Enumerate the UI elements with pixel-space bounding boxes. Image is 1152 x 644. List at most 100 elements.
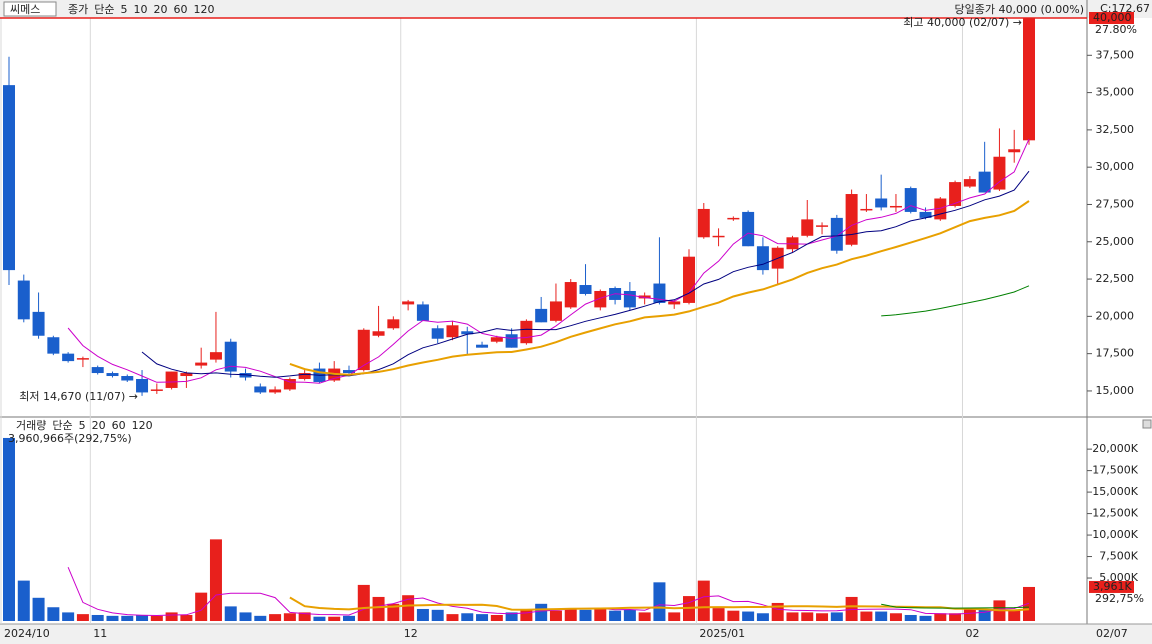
price-badge <box>1089 12 1134 24</box>
volume-bar <box>549 610 562 621</box>
volume-bar <box>742 611 755 621</box>
header-bar <box>0 0 1152 18</box>
candle-body <box>845 194 858 245</box>
volume-bar <box>91 614 104 621</box>
y-tick-label: 7,500K <box>1099 550 1138 563</box>
candle-body <box>993 156 1006 190</box>
legend-entry: 60 <box>174 3 188 16</box>
high-note: 최고 40,000 (02/07) → <box>903 16 1022 29</box>
candle-body <box>490 337 503 342</box>
legend-entry: 20 <box>154 3 168 16</box>
volume-bar <box>224 606 237 621</box>
y-tick-label: 30,000 <box>1096 160 1135 173</box>
x-tick-label: 2025/01 <box>699 627 745 640</box>
candle-body <box>209 352 222 360</box>
candle-body <box>949 182 962 206</box>
y-tick-label: 20,000 <box>1096 309 1135 322</box>
x-tick-label: 11 <box>93 627 107 640</box>
y-tick-label: 15,000 <box>1096 384 1135 397</box>
volume-bar <box>564 608 577 621</box>
moving-average <box>67 138 1030 384</box>
price-badge-label: 40,000 <box>1093 11 1132 24</box>
volume-bar <box>727 610 740 621</box>
candle-body <box>136 379 149 393</box>
volume-bar <box>668 612 681 621</box>
volume-bar <box>845 596 858 621</box>
volume-header <box>0 416 1087 432</box>
panel-button[interactable] <box>1142 419 1152 429</box>
candle-body <box>402 301 415 305</box>
candle-body <box>254 386 267 393</box>
volume-bar <box>283 613 296 621</box>
symbol-tab[interactable] <box>3 1 57 17</box>
volume-bar <box>47 607 60 621</box>
y-tick-label: 17,500K <box>1092 464 1138 477</box>
legend-label: 단순 <box>94 3 114 16</box>
volume-bar <box>298 612 311 621</box>
y-tick-label: 5,000K <box>1099 571 1138 584</box>
candle-body <box>150 389 163 391</box>
candle-body <box>195 362 208 366</box>
y-tick-label: 27,500 <box>1096 197 1135 210</box>
volume-bar <box>239 612 252 621</box>
candle-body <box>372 331 385 336</box>
candle-body <box>919 211 932 218</box>
volume-bar <box>254 615 267 621</box>
legend-entry: 120 <box>132 419 153 432</box>
y-tick-label: 12,500K <box>1092 507 1138 520</box>
x-tick-label: 02 <box>965 627 979 640</box>
volume-bar <box>461 613 474 621</box>
volume-bar <box>609 610 622 621</box>
volume-bar <box>387 603 400 621</box>
volume-bar <box>150 615 163 621</box>
candle-body <box>904 188 917 212</box>
y-tick-label: 22,500 <box>1096 272 1135 285</box>
pct-label: 27.80% <box>1095 23 1137 36</box>
volume-bar <box>180 614 193 621</box>
candle-body <box>357 329 370 371</box>
y-tick-label: 32,500 <box>1096 123 1135 136</box>
candle-body <box>76 358 89 360</box>
legend-entry: 5 <box>79 419 86 432</box>
volume-bar <box>963 608 976 621</box>
candle-body <box>860 208 873 211</box>
volume-bar <box>786 612 799 621</box>
candle-body <box>756 246 769 271</box>
x-tick-label: 12 <box>404 627 418 640</box>
candle-body <box>638 295 651 299</box>
volume-bar <box>106 615 119 621</box>
volume-bar <box>476 614 489 621</box>
moving-average <box>881 285 1030 317</box>
candle-body <box>683 256 695 303</box>
candle-body <box>32 311 45 336</box>
candle-body <box>786 237 799 250</box>
candle-body <box>3 85 15 271</box>
volume-bar <box>830 612 843 621</box>
candle-body <box>1008 149 1021 153</box>
volume-bar <box>816 613 829 621</box>
volume-bar <box>889 613 902 621</box>
volume-bar <box>357 584 370 621</box>
candle-body <box>978 171 991 193</box>
volume-bar <box>801 612 814 621</box>
volume-bar <box>269 614 282 621</box>
volume-bar <box>1008 609 1021 621</box>
candle-body <box>549 301 562 321</box>
volume-bar <box>594 608 607 621</box>
volume-note: 3,960,966주(292,75%) <box>8 432 132 445</box>
volume-bar <box>32 597 45 621</box>
close-note: 당일종가 40,000 (0.00%) <box>955 2 1085 16</box>
candle-body <box>239 373 252 378</box>
candle-body <box>535 308 548 323</box>
candle-body <box>17 280 30 320</box>
date-bar <box>0 624 1152 644</box>
candle-body <box>564 282 577 308</box>
candle-body <box>165 371 178 388</box>
volume-bar <box>623 609 636 621</box>
y-tick-label: 17,500 <box>1096 347 1135 360</box>
volume-bar <box>860 611 873 621</box>
candle-body <box>387 319 400 329</box>
volume-bar <box>875 611 888 621</box>
volume-bar <box>3 437 15 621</box>
